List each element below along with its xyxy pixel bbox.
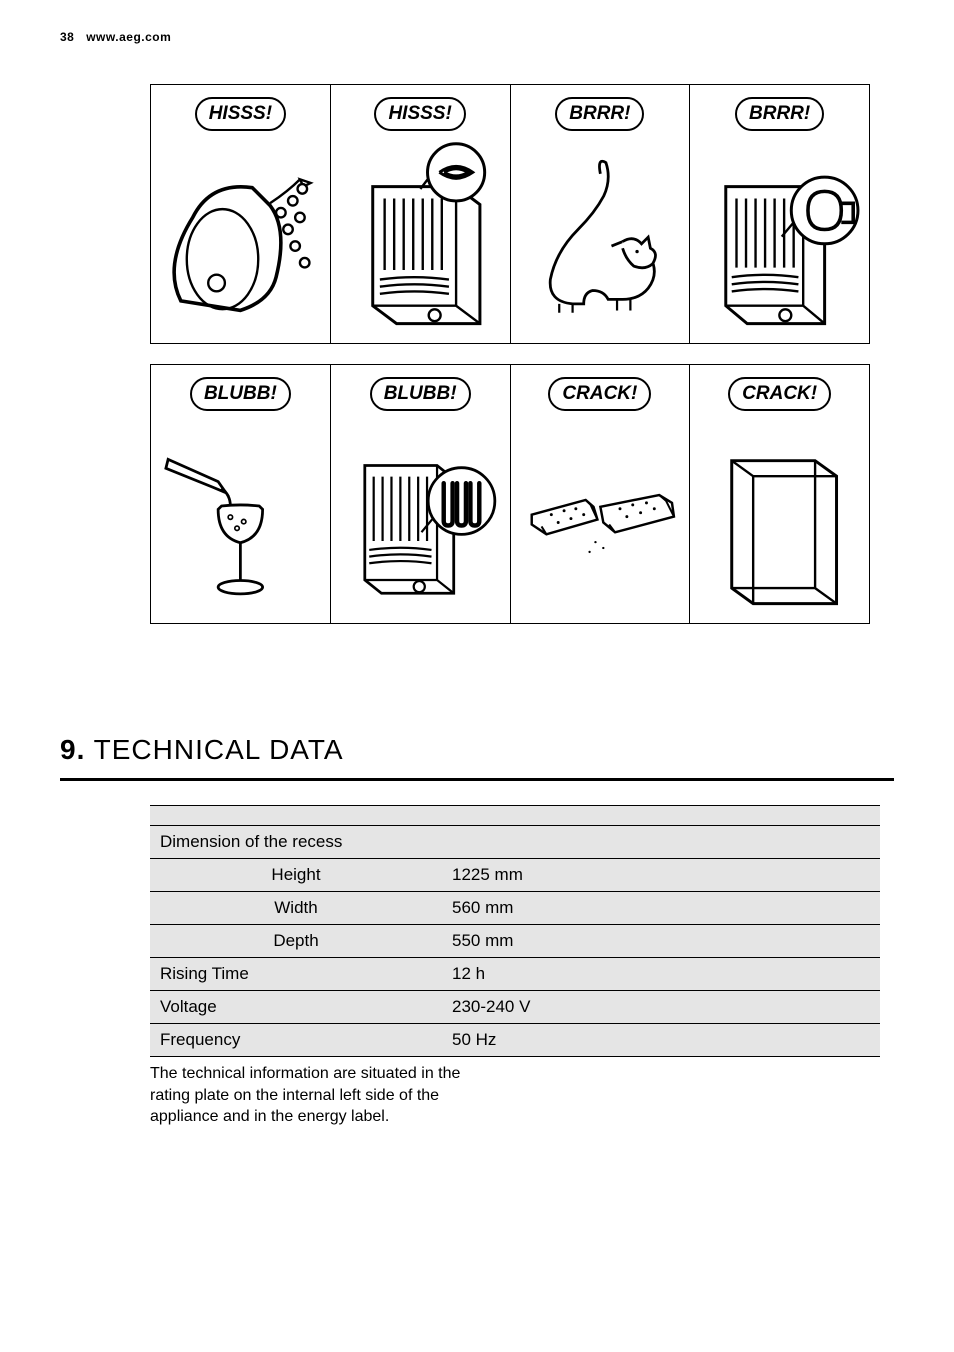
table-row: Voltage 230-240 V [150, 991, 880, 1024]
section-rule [60, 778, 894, 781]
diagram-brrr-fridge-compressor: BRRR! [690, 85, 869, 343]
sound-bubble: HISSS! [374, 97, 465, 131]
sound-diagrams: HISSS! [150, 84, 870, 624]
table-value: 1225 mm [442, 859, 880, 892]
sound-bubble: CRACK! [548, 377, 651, 411]
diagram-blubb-fridge-coils: BLUBB! [331, 365, 511, 623]
cat-icon [517, 139, 684, 331]
cracking-ice-icon [517, 419, 684, 611]
table-row: Depth 550 mm [150, 925, 880, 958]
header-url: www.aeg.com [86, 30, 171, 44]
cabinet-crack-icon [696, 419, 863, 621]
section-number: 9. [60, 734, 85, 765]
page-header: 38 www.aeg.com [60, 30, 894, 44]
sound-bubble: HISSS! [195, 97, 286, 131]
table-label: Frequency [150, 1024, 442, 1057]
table-row: Frequency 50 Hz [150, 1024, 880, 1057]
diagram-hisss-iron: HISSS! [151, 85, 331, 343]
pouring-glass-icon [157, 419, 324, 611]
table-value: 50 Hz [442, 1024, 880, 1057]
table-group-header-row: Dimension of the recess [150, 826, 880, 859]
table-label: Voltage [150, 991, 442, 1024]
sound-bubble: BRRR! [555, 97, 644, 131]
table-sublabel: Width [150, 892, 442, 925]
sound-bubble: BRRR! [735, 97, 824, 131]
table-spacer [150, 806, 880, 826]
diagram-hisss-fridge: HISSS! [331, 85, 511, 343]
table-value: 12 h [442, 958, 880, 991]
table-row: Height 1225 mm [150, 859, 880, 892]
sound-bubble: CRACK! [728, 377, 831, 411]
table-value: 230-240 V [442, 991, 880, 1024]
table-row: Width 560 mm [150, 892, 880, 925]
diagram-row-2: BLUBB! BLUBB! [150, 364, 870, 624]
table-sublabel: Height [150, 859, 442, 892]
page-number: 38 [60, 30, 74, 44]
diagram-crack-cabinet: CRACK! [690, 365, 869, 623]
fridge-compressor-icon [696, 139, 863, 341]
table-row: Rising Time 12 h [150, 958, 880, 991]
table-group-header: Dimension of the recess [150, 826, 880, 859]
sound-bubble: BLUBB! [370, 377, 471, 411]
table-value: 560 mm [442, 892, 880, 925]
diagram-brrr-cat: BRRR! [511, 85, 691, 343]
section-title: TECHNICAL DATA [94, 734, 344, 765]
diagram-row-1: HISSS! [150, 84, 870, 344]
fridge-coil-top-icon [337, 139, 504, 341]
sound-bubble: BLUBB! [190, 377, 291, 411]
technical-data-table: Dimension of the recess Height 1225 mm W… [150, 805, 880, 1057]
iron-steam-icon [157, 139, 324, 331]
table-sublabel: Depth [150, 925, 442, 958]
table-value: 550 mm [442, 925, 880, 958]
footnote: The technical information are situated i… [150, 1063, 490, 1128]
diagram-blubb-glass: BLUBB! [151, 365, 331, 623]
fridge-coils-side-icon [337, 419, 504, 611]
table-label: Rising Time [150, 958, 442, 991]
section-heading: 9. TECHNICAL DATA [60, 734, 894, 766]
diagram-crack-ice: CRACK! [511, 365, 691, 623]
